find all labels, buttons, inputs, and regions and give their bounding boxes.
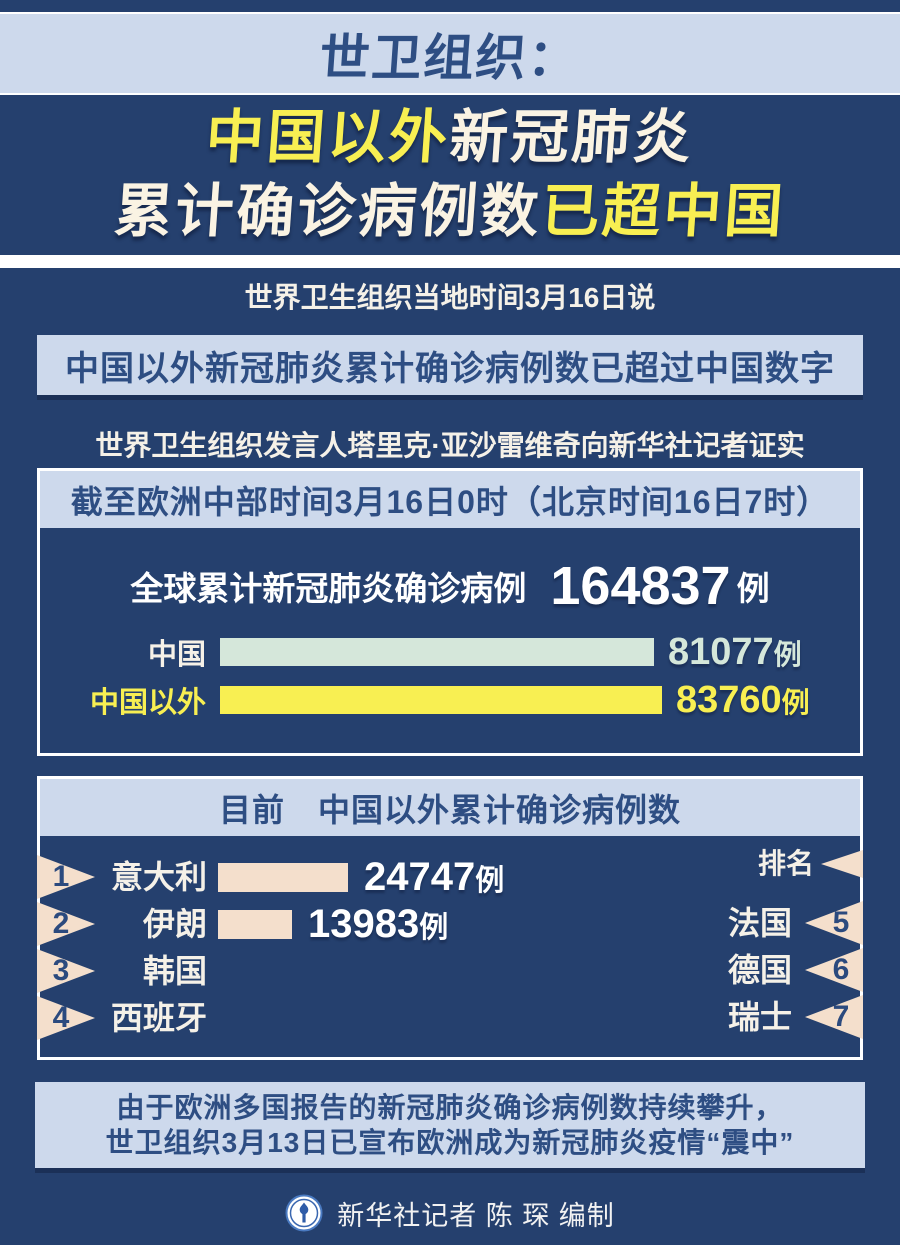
credit-text: 新华社记者 陈 琛 编制	[337, 1200, 615, 1231]
headline-box: 中国以外新冠肺炎累计确诊病例数已超过中国数字	[37, 335, 863, 395]
rank-arrow-icon	[37, 949, 95, 993]
rank-number: 3	[52, 954, 70, 987]
rank-row-iran: 2 伊朗 13983例	[37, 900, 860, 948]
footer: 新华社记者 陈 琛 编制	[0, 1194, 900, 1232]
ranking-label-arrow-icon	[821, 850, 863, 878]
country-name: 西班牙	[110, 1000, 207, 1036]
country-name: 伊朗	[142, 906, 207, 942]
rank-arrow-icon	[805, 901, 863, 945]
bar-value-china-number: 81077	[668, 630, 774, 673]
global-total-line: 全球累计新冠肺炎确诊病例 164837 例	[40, 556, 860, 616]
global-total-unit: 例	[736, 570, 770, 607]
rank-row-germany: 德国 6	[40, 946, 863, 994]
rank-arrow-icon	[37, 996, 95, 1040]
bar-value-china: 81077例	[668, 631, 802, 674]
rank-value-unit: 例	[475, 864, 505, 897]
bar-china	[220, 638, 654, 666]
rank-arrow-icon	[37, 855, 95, 899]
rank-value-number: 24747	[364, 854, 476, 899]
rank-bar-iran	[218, 909, 292, 939]
country-name: 意大利	[110, 859, 207, 895]
rank-arrow-icon	[37, 902, 95, 946]
bar-value-outside-number: 83760	[676, 678, 782, 721]
footnote-line-1: 由于欧洲多国报告的新冠肺炎确诊病例数持续攀升，	[116, 1092, 784, 1123]
rank-number: 7	[832, 1000, 850, 1033]
footnote-box: 由于欧洲多国报告的新冠肺炎确诊病例数持续攀升， 世卫组织3月13日已宣布欧洲成为…	[35, 1082, 865, 1168]
title-line-1: 中国以外新冠肺炎	[0, 101, 900, 175]
bar-value-outside-unit: 例	[781, 686, 810, 718]
bar-row-china: 中国 81077例	[40, 630, 860, 674]
top-strip	[0, 0, 900, 12]
country-name: 瑞士	[727, 999, 792, 1035]
intro-line-1: 世界卫生组织当地时间3月16日说	[244, 282, 656, 313]
ranking-box-header: 目前 中国以外累计确诊病例数	[40, 779, 860, 836]
bar-label-china: 中国	[147, 639, 206, 671]
divider-line	[0, 12, 900, 14]
rank-arrow-icon	[805, 995, 863, 1039]
title-banner: 中国以外新冠肺炎 累计确诊病例数已超中国	[0, 95, 900, 255]
stats-box-header: 截至欧洲中部时间3月16日0时（北京时间16日7时）	[40, 471, 860, 528]
rank-value-number: 13983	[308, 901, 420, 946]
footnote-line-2: 世卫组织3月13日已宣布欧洲成为新冠肺炎疫情“震中”	[105, 1127, 795, 1158]
headline-text: 中国以外新冠肺炎累计确诊病例数已超过中国数字	[65, 349, 835, 388]
ranking-label: 排名	[757, 848, 814, 879]
title-line2-main: 累计确诊病例数	[112, 179, 544, 244]
intro-line-2: 世界卫生组织发言人塔里克·亚沙雷维奇向新华社记者证实	[95, 430, 805, 461]
country-name: 法国	[727, 905, 792, 941]
country-name: 德国	[727, 952, 792, 988]
bar-value-china-unit: 例	[773, 638, 802, 670]
bar-outside-china	[220, 686, 662, 714]
title-line2-highlight: 已超中国	[539, 179, 788, 244]
rank-number: 1	[52, 860, 70, 893]
rank-number: 2	[52, 907, 70, 940]
title-line1-highlight: 中国以外	[203, 105, 453, 170]
title-line1-rest: 新冠肺炎	[447, 105, 697, 170]
title-line-2: 累计确诊病例数已超中国	[0, 175, 900, 249]
global-stats-box: 截至欧洲中部时间3月16日0时（北京时间16日7时） 全球累计新冠肺炎确诊病例 …	[37, 468, 863, 756]
rank-value-italy: 24747例	[364, 855, 504, 900]
bar-value-outside-china: 83760例	[676, 679, 810, 722]
ranking-label-row: 排名	[40, 840, 863, 888]
rank-bar-group: 13983例	[218, 900, 448, 948]
rank-row-south-korea: 3 韩国	[37, 947, 860, 995]
xinhua-logo-icon	[285, 1194, 323, 1232]
kicker-band: 世卫组织：	[0, 14, 900, 93]
main-panel: 世界卫生组织当地时间3月16日说 中国以外新冠肺炎累计确诊病例数已超过中国数字 …	[0, 283, 900, 1245]
country-name: 韩国	[142, 953, 207, 989]
rank-value-unit: 例	[419, 911, 449, 944]
rank-arrow-icon	[805, 948, 863, 992]
rank-number: 4	[52, 1001, 70, 1034]
bar-label-outside-china: 中国以外	[89, 687, 206, 719]
bar-row-outside-china: 中国以外 83760例	[40, 678, 860, 722]
rank-value-iran: 13983例	[308, 902, 448, 947]
global-total-label: 全球累计新冠肺炎确诊病例	[130, 570, 527, 607]
divider-line	[0, 93, 900, 95]
rank-bar-italy	[218, 862, 348, 892]
ranking-box: 目前 中国以外累计确诊病例数 排名 1 意大利 24747例	[37, 776, 863, 1060]
rank-number: 6	[832, 953, 850, 986]
rank-row-france: 法国 5	[40, 899, 863, 947]
rank-number: 5	[832, 906, 850, 939]
rank-row-spain: 4 西班牙	[37, 994, 860, 1042]
divider-band	[0, 255, 900, 268]
rank-bar-group: 24747例	[218, 853, 504, 901]
rank-row-italy: 1 意大利 24747例	[37, 853, 860, 901]
global-total-value: 164837	[550, 556, 731, 616]
rank-row-switzerland: 瑞士 7	[40, 993, 863, 1041]
kicker-text: 世卫组织：	[317, 29, 582, 86]
ranking-body: 排名 1 意大利 24747例 2 伊朗	[37, 836, 863, 1056]
